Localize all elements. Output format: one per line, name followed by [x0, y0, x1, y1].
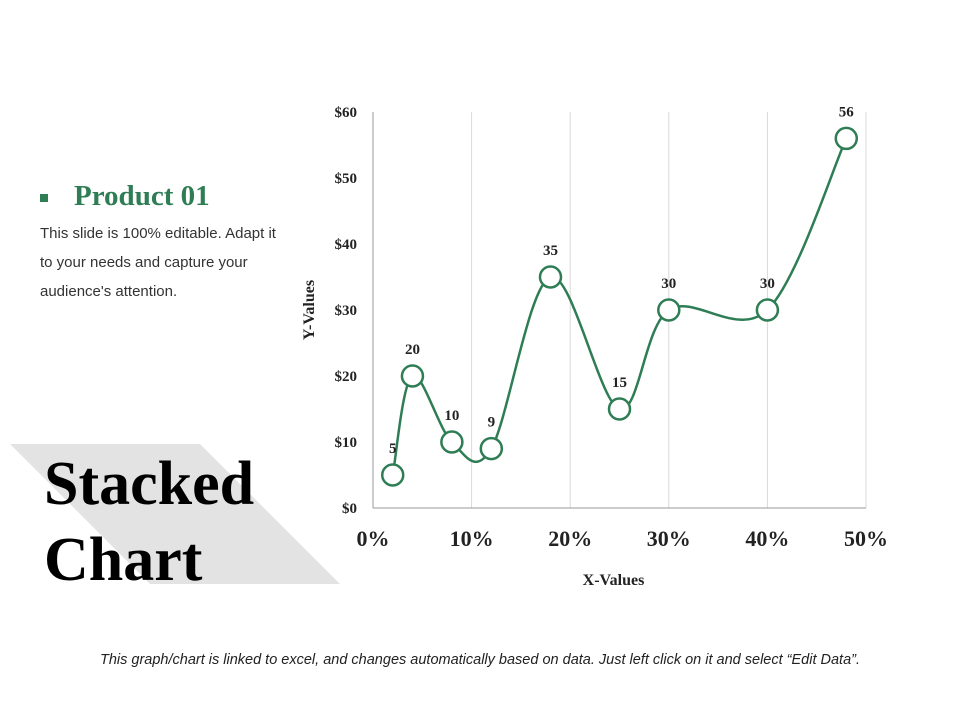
y-tick-label: $60	[335, 105, 358, 121]
data-point	[657, 298, 681, 322]
x-tick-label: 10%	[450, 526, 494, 551]
data-label: 30	[760, 276, 775, 292]
x-axis-title: X-Values	[583, 572, 645, 589]
title-line-2: Chart	[44, 526, 203, 594]
data-label: 15	[612, 375, 627, 391]
x-tick-label: 30%	[647, 526, 691, 551]
data-label: 5	[389, 441, 397, 457]
description-text: This slide is 100% editable. Adapt it to…	[40, 225, 276, 300]
data-point	[755, 298, 780, 322]
data-label: 10	[444, 408, 459, 424]
data-label: 20	[405, 342, 420, 358]
legend-label: Product 01	[74, 180, 210, 212]
data-label: 9	[488, 415, 496, 431]
title-line-1: Stacked	[44, 450, 255, 518]
x-tick-label: 40%	[745, 526, 789, 551]
y-tick-label: $50	[335, 171, 358, 187]
data-point	[538, 265, 563, 289]
x-tick-label: 0%	[357, 526, 390, 551]
footer-note: This graph/chart is linked to excel, and…	[99, 652, 861, 668]
data-point	[834, 126, 859, 151]
y-tick-label: $0	[342, 501, 357, 517]
y-tick-label: $10	[335, 435, 358, 451]
data-label: 56	[839, 104, 855, 120]
series-line	[391, 137, 848, 476]
data-point	[479, 436, 504, 461]
y-tick-label: $20	[335, 369, 358, 385]
slide-title: Stacked Chart	[44, 446, 254, 598]
data-point	[440, 430, 464, 454]
data-label: 30	[661, 276, 676, 292]
y-axis-title: Y-Values	[301, 280, 318, 340]
data-point	[400, 364, 425, 388]
x-tick-label: 20%	[548, 526, 592, 551]
x-tick-label: 50%	[844, 526, 888, 551]
data-label: 35	[543, 243, 558, 259]
legend: Product 01	[40, 180, 210, 213]
y-tick-label: $30	[335, 303, 358, 319]
y-tick-label: $40	[335, 237, 358, 253]
legend-marker-icon	[40, 193, 48, 202]
data-point	[380, 463, 405, 487]
data-point	[607, 397, 632, 421]
